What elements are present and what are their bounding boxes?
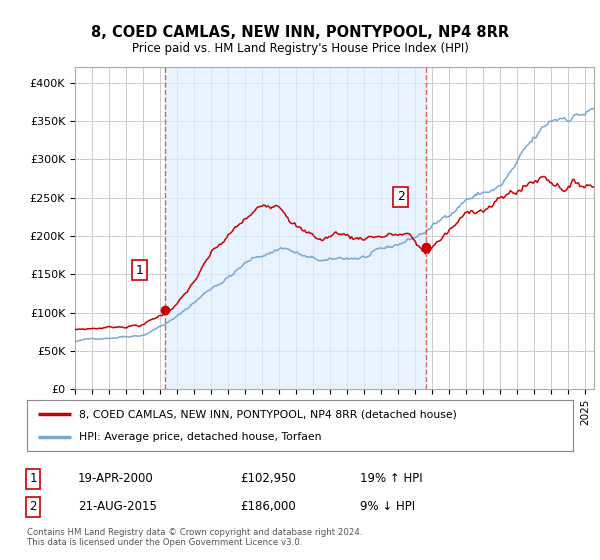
Text: 19-APR-2000: 19-APR-2000	[78, 472, 154, 486]
Text: 8, COED CAMLAS, NEW INN, PONTYPOOL, NP4 8RR: 8, COED CAMLAS, NEW INN, PONTYPOOL, NP4 …	[91, 25, 509, 40]
Text: 21-AUG-2015: 21-AUG-2015	[78, 500, 157, 514]
Text: 2: 2	[397, 190, 404, 203]
Bar	[165, 67, 426, 389]
Text: 2: 2	[29, 500, 37, 514]
Text: Contains HM Land Registry data © Crown copyright and database right 2024.
This d: Contains HM Land Registry data © Crown c…	[27, 528, 362, 547]
Text: 9% ↓ HPI: 9% ↓ HPI	[360, 500, 415, 514]
Text: 1: 1	[29, 472, 37, 486]
Text: 19% ↑ HPI: 19% ↑ HPI	[360, 472, 422, 486]
Text: 1: 1	[136, 264, 143, 277]
Text: £102,950: £102,950	[240, 472, 296, 486]
Text: HPI: Average price, detached house, Torfaen: HPI: Average price, detached house, Torf…	[79, 432, 322, 442]
Text: 8, COED CAMLAS, NEW INN, PONTYPOOL, NP4 8RR (detached house): 8, COED CAMLAS, NEW INN, PONTYPOOL, NP4 …	[79, 409, 457, 419]
Text: £186,000: £186,000	[240, 500, 296, 514]
Text: Price paid vs. HM Land Registry's House Price Index (HPI): Price paid vs. HM Land Registry's House …	[131, 42, 469, 55]
